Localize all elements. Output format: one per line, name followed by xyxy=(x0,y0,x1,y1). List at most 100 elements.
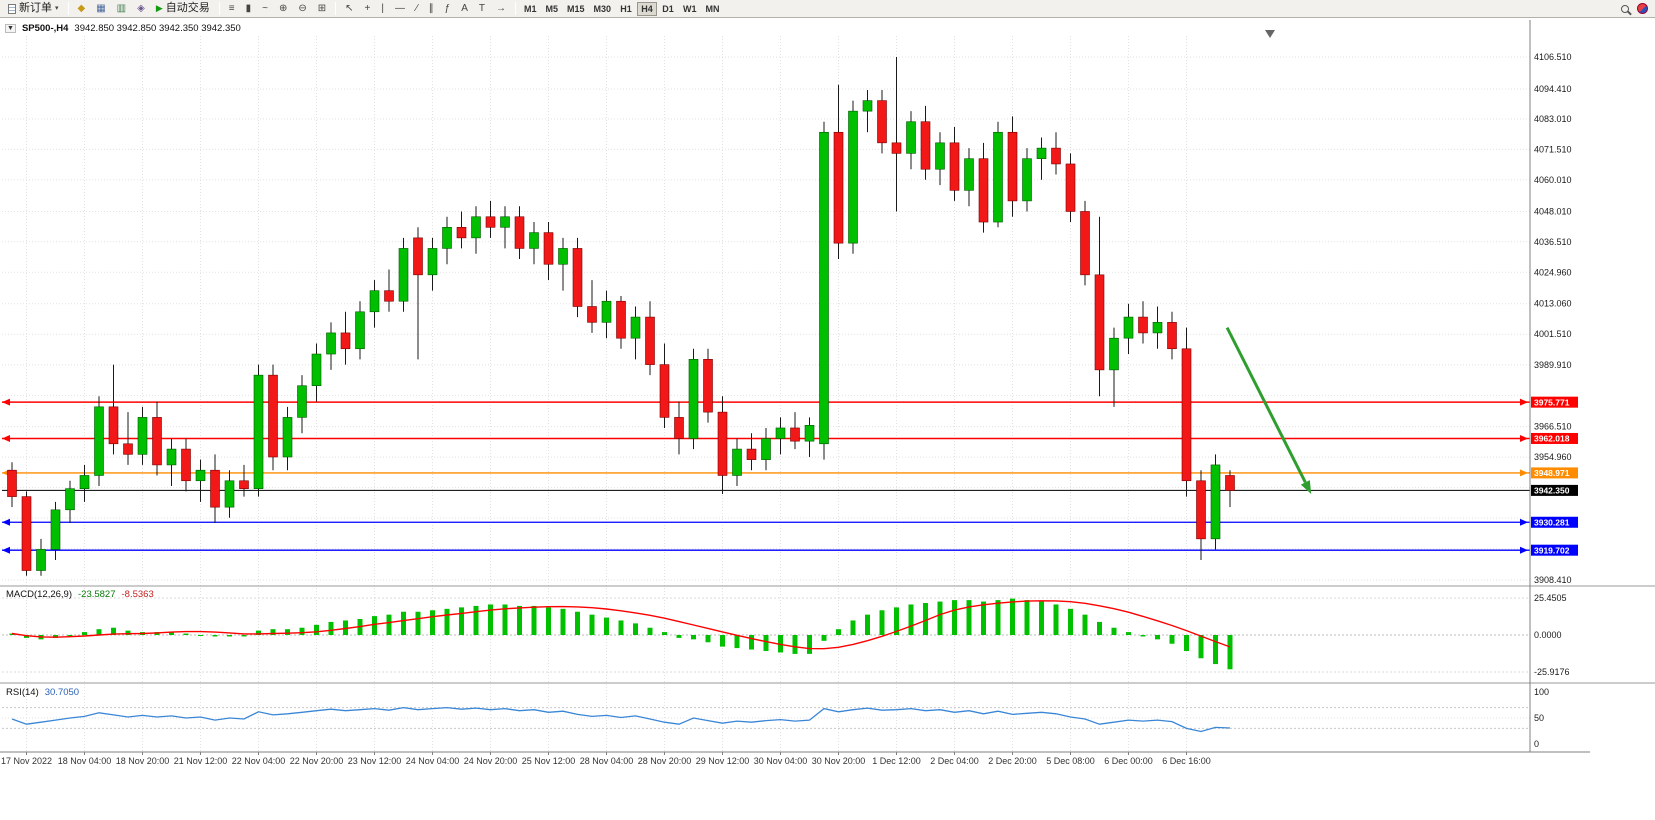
panels-toolbar: ◆ ▦ ▥ ◈ xyxy=(73,1,150,17)
auto-trading-label: 自动交易 xyxy=(165,2,210,14)
new-order-button[interactable]: 新订单 ▾ xyxy=(3,1,64,17)
candlestick-chart-button[interactable]: ▮ xyxy=(241,1,257,17)
arrow-object-button[interactable]: → xyxy=(491,1,511,17)
chart-toolbar: ≡ ▮ ~ ⊕ ⊖ ⊞ xyxy=(224,1,331,17)
new-order-icon xyxy=(8,3,16,14)
svg-text:1 Dec 12:00: 1 Dec 12:00 xyxy=(872,756,921,766)
tile-windows-button[interactable]: ⊞ xyxy=(313,1,331,17)
svg-text:3962.018: 3962.018 xyxy=(1534,434,1570,444)
chart-shift-marker[interactable] xyxy=(1265,30,1275,38)
rsi-line xyxy=(11,706,1231,733)
timeframe-d1-button[interactable]: D1 xyxy=(658,2,678,16)
search-icon[interactable] xyxy=(1621,4,1629,13)
separator xyxy=(514,2,516,15)
timeframe-m1-button[interactable]: M1 xyxy=(520,2,541,16)
timeframe-h1-button[interactable]: H1 xyxy=(616,2,636,16)
svg-text:4094.410: 4094.410 xyxy=(1534,84,1572,94)
timeframe-m5-button[interactable]: M5 xyxy=(542,2,563,16)
macd-layer xyxy=(9,598,1233,670)
symbol-label: SP500-,H4 xyxy=(21,23,69,34)
macd-name: MACD(12,26,9) xyxy=(6,589,72,600)
zoom-out-button[interactable]: ⊖ xyxy=(293,1,311,17)
svg-text:24 Nov 20:00: 24 Nov 20:00 xyxy=(464,756,518,766)
svg-text:22 Nov 04:00: 22 Nov 04:00 xyxy=(232,756,286,766)
candles-layer xyxy=(7,57,1235,576)
data-window-button[interactable]: ▥ xyxy=(112,1,131,17)
navigator-icon: ◈ xyxy=(137,2,145,14)
text-label-button[interactable]: T xyxy=(474,1,490,17)
separator xyxy=(335,2,337,15)
svg-text:4001.510: 4001.510 xyxy=(1534,329,1572,339)
svg-text:3948.971: 3948.971 xyxy=(1534,468,1570,478)
svg-text:2 Dec 20:00: 2 Dec 20:00 xyxy=(988,756,1037,766)
svg-text:3930.281: 3930.281 xyxy=(1534,517,1570,527)
zoom-in-button[interactable]: ⊕ xyxy=(274,1,292,17)
rsi-name: RSI(14) xyxy=(6,687,39,698)
svg-text:3989.910: 3989.910 xyxy=(1534,360,1572,370)
line-chart-button[interactable]: ~ xyxy=(257,1,273,17)
auto-trading-button[interactable]: ▶ 自动交易 xyxy=(151,1,215,17)
timeframe-mn-button[interactable]: MN xyxy=(702,2,724,16)
equidistant-channel-icon: ∥ xyxy=(428,2,434,14)
timeframe-w1-button[interactable]: W1 xyxy=(679,2,701,16)
svg-text:5 Dec 08:00: 5 Dec 08:00 xyxy=(1046,756,1095,766)
svg-text:28 Nov 20:00: 28 Nov 20:00 xyxy=(638,756,692,766)
separator xyxy=(218,2,220,15)
fibonacci-button[interactable]: ƒ xyxy=(440,1,456,17)
svg-text:6 Dec 16:00: 6 Dec 16:00 xyxy=(1162,756,1211,766)
trendline-button[interactable]: ∕ xyxy=(411,1,423,17)
chevron-down-icon: ▾ xyxy=(55,5,59,12)
zoom-out-icon: ⊖ xyxy=(298,2,307,14)
timeframes-toolbar: M1 M5 M15 M30 H1 H4 D1 W1 MN xyxy=(520,1,724,16)
svg-text:28 Nov 04:00: 28 Nov 04:00 xyxy=(580,756,634,766)
svg-text:4036.510: 4036.510 xyxy=(1534,237,1572,247)
svg-text:50: 50 xyxy=(1534,713,1544,723)
timeframe-m15-button[interactable]: M15 xyxy=(563,2,589,16)
market-watch-icon: ▦ xyxy=(96,2,106,14)
equidistant-channel-button[interactable]: ∥ xyxy=(424,1,439,17)
svg-text:3908.410: 3908.410 xyxy=(1534,575,1572,585)
navigator-button[interactable]: ◈ xyxy=(132,1,150,17)
svg-text:3954.960: 3954.960 xyxy=(1534,452,1572,462)
grid-layer xyxy=(2,36,1530,752)
svg-text:18 Nov 04:00: 18 Nov 04:00 xyxy=(58,756,112,766)
chart-window: 4106.510 4094.410 4083.010 4071.510 4060.010… xyxy=(0,18,1655,820)
crosshair-icon: + xyxy=(364,2,371,14)
svg-text:17 Nov 2022: 17 Nov 2022 xyxy=(1,756,52,766)
horizontal-line-button[interactable]: — xyxy=(390,1,410,17)
line-chart-icon: ~ xyxy=(262,2,268,14)
main-toolbar: 新订单 ▾ ◆ ▦ ▥ ◈ ▶ 自动交易 ≡ ▮ ~ ⊕ ⊖ ⊞ ↖ + | — ∕ ∥ ƒ A T → M1 M5… xyxy=(0,0,1655,18)
ohlc-values: 3942.850 3942.850 3942.350 3942.350 xyxy=(74,23,241,34)
community-icon[interactable] xyxy=(1637,3,1648,14)
svg-text:18 Nov 20:00: 18 Nov 20:00 xyxy=(116,756,170,766)
symbols-button[interactable]: ◆ xyxy=(73,1,91,17)
svg-text:4060.010: 4060.010 xyxy=(1534,175,1572,185)
price-chart-canvas[interactable]: 4106.510 4094.410 4083.010 4071.510 4060.010… xyxy=(0,18,1655,820)
text-button[interactable]: A xyxy=(456,1,473,17)
timeframe-m30-button[interactable]: M30 xyxy=(590,2,616,16)
timeframe-h4-button[interactable]: H4 xyxy=(637,1,658,16)
svg-text:25 Nov 12:00: 25 Nov 12:00 xyxy=(522,756,576,766)
cursor-icon: ↖ xyxy=(345,2,354,14)
rsi-label: RSI(14) 30.7050 xyxy=(6,687,79,698)
toolbar-right xyxy=(1621,3,1652,14)
objects-toolbar: ↖ + | — ∕ ∥ ƒ A T → xyxy=(340,1,511,17)
svg-text:3966.510: 3966.510 xyxy=(1534,422,1572,432)
svg-text:30 Nov 20:00: 30 Nov 20:00 xyxy=(812,756,866,766)
collapse-icon[interactable]: ▼ xyxy=(5,24,16,33)
crosshair-button[interactable]: + xyxy=(360,1,376,17)
chart-title: ▼ SP500-,H4 3942.850 3942.850 3942.350 3… xyxy=(5,23,241,34)
symbols-icon: ◆ xyxy=(77,2,86,14)
cursor-button[interactable]: ↖ xyxy=(340,1,358,17)
svg-text:21 Nov 12:00: 21 Nov 12:00 xyxy=(174,756,228,766)
svg-text:6 Dec 00:00: 6 Dec 00:00 xyxy=(1104,756,1153,766)
market-watch-button[interactable]: ▦ xyxy=(91,1,110,17)
bar-chart-button[interactable]: ≡ xyxy=(224,1,240,17)
tile-windows-icon: ⊞ xyxy=(317,2,327,14)
trend-arrow[interactable] xyxy=(1225,326,1312,494)
vertical-line-button[interactable]: | xyxy=(376,1,389,17)
svg-text:4083.010: 4083.010 xyxy=(1534,114,1572,124)
text-icon: A xyxy=(461,2,468,14)
price-tags-layer: 3975.771 3962.018 3948.971 3930.281 3919.702… xyxy=(1531,396,1578,556)
rsi-value: 30.7050 xyxy=(44,687,80,698)
